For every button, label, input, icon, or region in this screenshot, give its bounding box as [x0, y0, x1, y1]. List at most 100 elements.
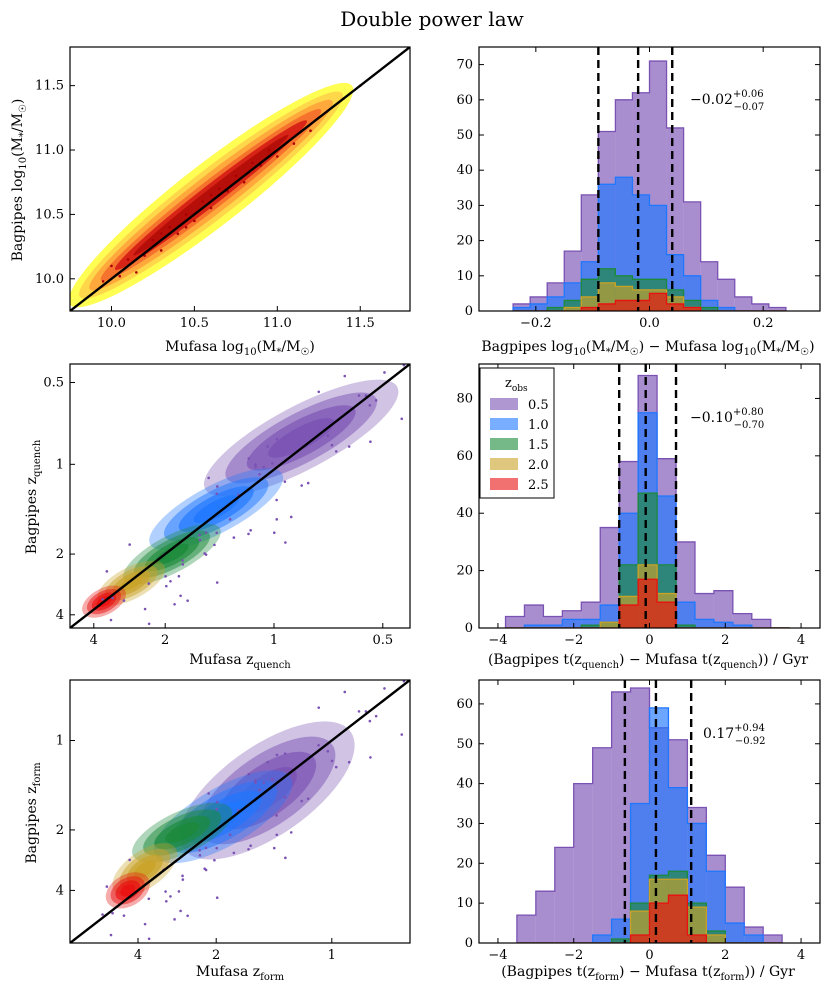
- row1-right-ytick-label: 30: [456, 198, 473, 213]
- row2-right-ytick-label: 0: [465, 621, 473, 636]
- row1-left-one-to-one-line: [70, 47, 410, 311]
- row2-left-point: [383, 371, 386, 374]
- row2-left-point: [284, 541, 287, 544]
- row1-right-series-outline: [513, 268, 786, 311]
- row3-right-bar: [725, 923, 745, 943]
- row2-left-point: [203, 552, 206, 555]
- row1-left-point: [118, 274, 122, 278]
- row2-left-xtick-label: 4: [90, 633, 98, 648]
- row3-right-bars: [516, 687, 783, 943]
- row1-right-bar: [530, 303, 548, 311]
- row3-right-frame: [478, 679, 821, 944]
- row3-left-point: [357, 710, 361, 713]
- row2-left-point: [122, 599, 126, 602]
- row2-right-bar: [619, 605, 639, 628]
- row2-left-point: [272, 531, 276, 535]
- row3-left-point: [198, 849, 201, 852]
- row1-right: −0.2 0.0 0.2 0 10 20 30 40 50 60 70: [456, 46, 821, 331]
- row3-right-series-outline: [516, 707, 783, 943]
- row3-left-point: [228, 833, 232, 837]
- row3-left-ytick-label: 1: [56, 733, 64, 748]
- row3-left-contour: [165, 822, 200, 843]
- row3-left-point: [215, 896, 219, 899]
- row3-left-point: [169, 895, 172, 898]
- row3-left-point: [374, 714, 378, 718]
- row3-left-xlabel: Mufasa zform: [196, 964, 285, 983]
- row1-right-frame: [478, 46, 821, 312]
- row3-left-point: [181, 874, 184, 878]
- row1-left-ytick-label: 11.5: [35, 79, 64, 94]
- row3-left-point: [111, 911, 114, 915]
- row1-left-point: [168, 225, 171, 229]
- row3-left-contour: [133, 860, 156, 879]
- row2-right-bar: [543, 616, 563, 628]
- row3-left-point: [275, 753, 279, 757]
- row2-right-ytick-label: 20: [456, 564, 473, 579]
- legend-label: 1.0: [528, 418, 549, 433]
- row1-left-point: [209, 193, 213, 197]
- row3-left-point: [179, 909, 182, 913]
- row3-left-ytick-label: 2: [56, 823, 64, 838]
- row1-right-bar: [615, 300, 633, 311]
- row2-left-contour: [119, 575, 143, 591]
- row2-left-contour: [268, 418, 335, 458]
- row3-right-bar: [516, 915, 536, 943]
- row2-left-point: [164, 575, 167, 578]
- row2-right-bar: [581, 625, 601, 628]
- row2-left-xtick-label: 1: [270, 633, 278, 648]
- row2-left-point: [400, 417, 404, 421]
- legend: zobs 0.51.01.52.02.5: [479, 367, 555, 499]
- row2-right-bar: [600, 622, 620, 628]
- row3-right-bar: [649, 903, 669, 943]
- row1-left: 10.0 10.5 11.0 11.5 10.0 10.5 11.0 11.5: [35, 46, 411, 331]
- row2-right-bar: [524, 605, 544, 628]
- row2-left-point: [128, 543, 131, 546]
- row1-right-bar: [632, 300, 650, 311]
- row2-left-one-to-one-line: [70, 364, 410, 628]
- row2-left-point: [419, 425, 422, 428]
- row3-left-point: [317, 743, 320, 747]
- row2-left-point: [266, 445, 269, 448]
- row3-left-frame: [69, 679, 411, 944]
- row3-left-point: [147, 897, 151, 901]
- row3-right-bar: [744, 935, 764, 943]
- row2-left-point: [101, 598, 104, 601]
- row3-left-point: [275, 833, 279, 837]
- row3-left-point: [343, 690, 347, 694]
- row1-right-ytick-label: 50: [456, 128, 473, 143]
- row3-left-point: [272, 846, 276, 850]
- row2-left-point: [147, 622, 151, 626]
- row3-left-contours: [70, 680, 410, 943]
- row2-left-point: [228, 518, 232, 521]
- row3-left-ytick-label: 4: [56, 883, 64, 898]
- row3-right-ytick-label: 30: [456, 816, 473, 831]
- row3-left-point: [383, 687, 386, 690]
- row2-left-point: [283, 480, 287, 483]
- row2-left: 4 2 1 0.5 0.5 1 2 4: [43, 363, 422, 648]
- row3-left-point: [369, 756, 372, 759]
- row3-left-point: [105, 885, 109, 888]
- row1-right-bar: [734, 296, 752, 311]
- row3-left-point: [165, 899, 168, 903]
- row2-left-point: [232, 536, 236, 539]
- row2-right-bar: [713, 622, 733, 628]
- row3-left-point: [215, 807, 219, 811]
- row2-right-bars: [504, 374, 790, 628]
- row2-left-xtick-label: 2: [161, 633, 169, 648]
- row2-left-point: [326, 434, 330, 437]
- row2-right-bar: [713, 590, 733, 628]
- row2-left-ytick-label: 1: [56, 457, 64, 472]
- row3-left-point: [186, 914, 189, 918]
- row2-left-point: [369, 440, 372, 443]
- row2-left-contour: [155, 543, 189, 565]
- row1-right-bar: [666, 303, 684, 311]
- row3-left: 4 2 1 1 2 4: [56, 679, 411, 963]
- row3-left-point: [147, 937, 151, 941]
- row3-right-bar: [687, 935, 707, 943]
- row3-left-point: [109, 933, 113, 937]
- row1-left-point: [151, 238, 155, 242]
- row1-right-bar: [581, 307, 599, 311]
- legend-label: 2.0: [528, 458, 549, 473]
- row1-left-ytick-label: 10.5: [35, 207, 64, 222]
- legend-label: 1.5: [528, 438, 549, 453]
